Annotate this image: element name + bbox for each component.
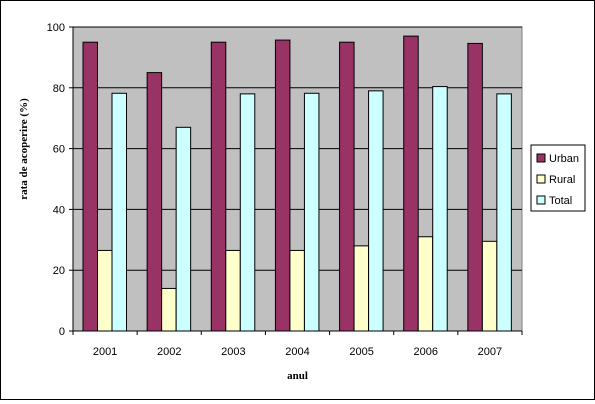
bar-urban-2004 [274,39,291,332]
bar-urban-2007 [467,42,483,332]
y-tick-label: 100 [47,22,65,34]
bar-urban-2002 [146,72,163,332]
y-tick-label: 40 [53,204,65,216]
legend-label-total: Total [549,195,572,207]
y-tick-label: 80 [53,83,65,95]
x-tick-label: 2007 [478,346,502,358]
x-axis-title: anul [287,370,308,382]
bar-total-2004 [303,92,320,332]
legend: Urban Rural Total [530,144,586,212]
bar-rural-2003 [225,249,241,332]
x-tick-label: 2001 [93,346,117,358]
bar-rural-2001 [97,249,113,332]
bar-rural-2006 [417,236,434,332]
x-tick-label: 2004 [285,346,309,358]
bar-rural-2005 [353,245,370,332]
x-tick-labels: 2001 2002 2003 2004 2005 2006 2007 [93,346,502,358]
bar-urban-2001 [82,41,98,332]
legend-label-rural: Rural [549,174,575,186]
x-tick-label: 2005 [349,346,373,358]
bar-urban-2005 [339,41,355,332]
legend-swatch-total [536,195,546,205]
x-tick-label: 2006 [414,346,438,358]
bar-total-2002 [175,126,192,332]
y-tick-labels: 0 20 40 60 80 100 [47,22,65,338]
legend-swatch-rural [536,174,546,184]
y-axis-title: rata de acoperire (%) [18,98,30,200]
bar-total-2006 [432,86,448,332]
bar-rural-2002 [161,287,177,332]
legend-swatch-urban [536,153,546,163]
x-tick-label: 2003 [221,346,245,358]
bar-rural-2007 [481,240,498,332]
y-tick-label: 0 [59,326,65,338]
y-tick-label: 60 [53,144,65,156]
y-tick-label: 20 [53,265,65,277]
bar-total-2003 [239,93,256,332]
axes [69,26,523,335]
x-tick-label: 2002 [157,346,181,358]
bars [82,35,512,332]
bar-urban-2006 [403,35,419,332]
bar-total-2001 [111,92,127,332]
bar-rural-2004 [289,249,305,332]
bar-urban-2003 [210,41,227,332]
bar-total-2007 [496,93,512,332]
legend-label-urban: Urban [549,153,579,165]
bar-total-2005 [368,90,384,332]
